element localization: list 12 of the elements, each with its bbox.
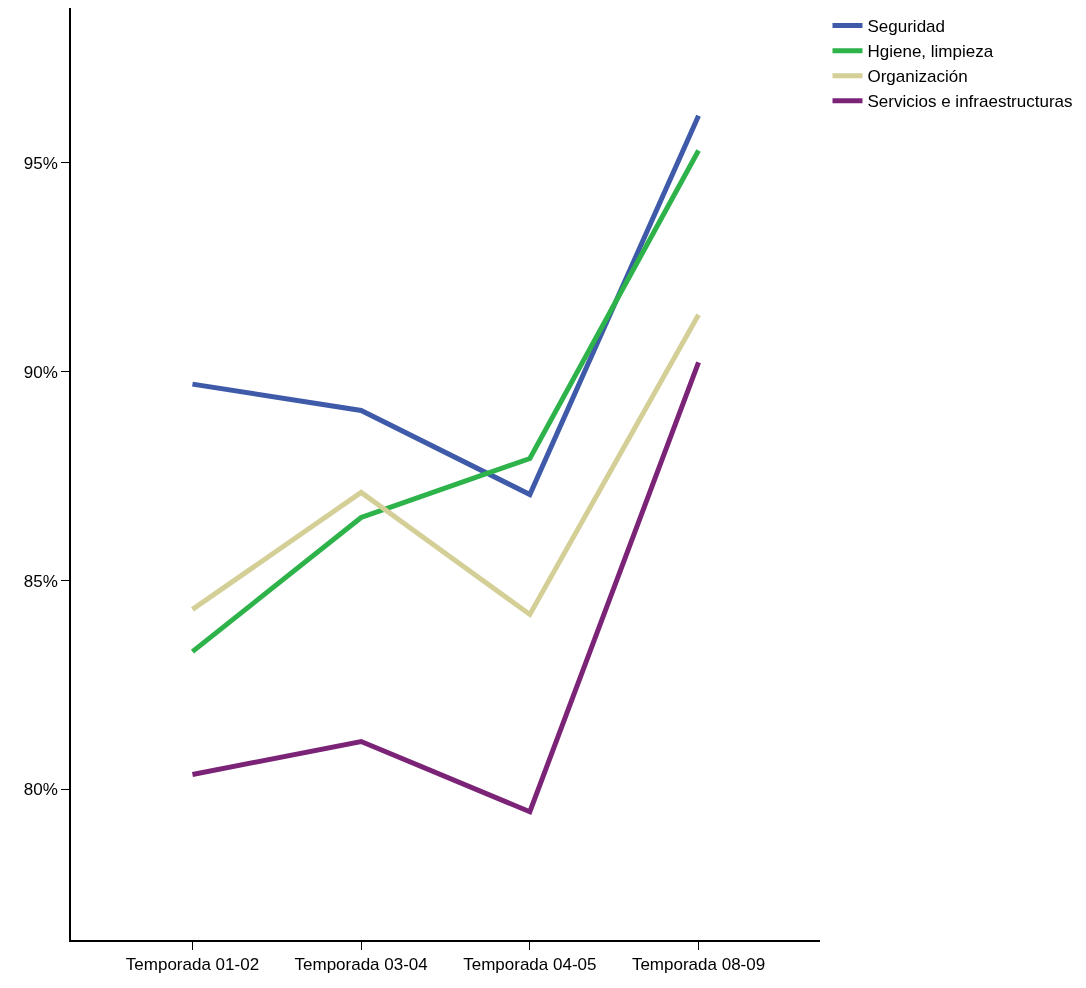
y-tick-label: 85%: [23, 571, 58, 591]
y-tick-label: 80%: [23, 780, 58, 800]
legend-label: Seguridad: [867, 17, 946, 37]
x-tick-label: Temporada 01-02: [125, 955, 260, 975]
legend-label: Hgiene, limpieza: [867, 42, 994, 62]
x-tick-label: Temporada 08-09: [631, 955, 766, 975]
x-tick-label: Temporada 04-05: [463, 955, 597, 975]
legend-label: Servicios e infraestructuras: [867, 92, 1073, 112]
y-tick-label: 95%: [23, 153, 58, 173]
x-tick-label: Temporada 03-04: [294, 955, 428, 975]
legend-label: Organización: [867, 67, 968, 87]
y-tick-label: 90%: [23, 362, 58, 382]
